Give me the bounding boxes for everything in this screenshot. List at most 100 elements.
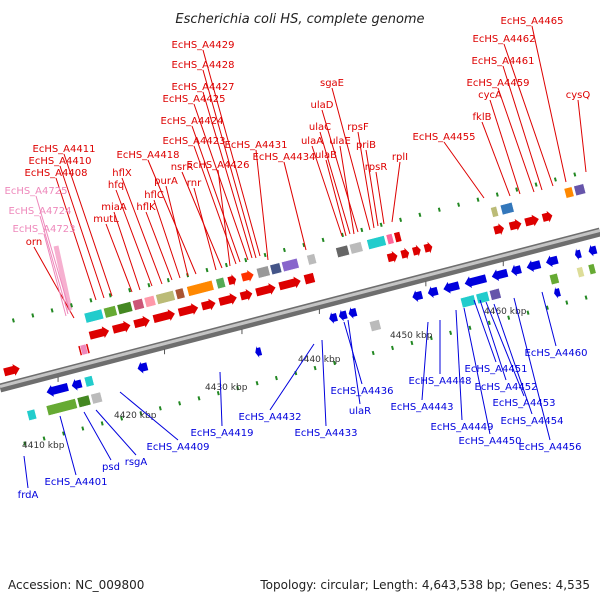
gene-feature: [143, 295, 157, 308]
gene-feature: [464, 274, 488, 289]
scale-dash: [42, 436, 46, 441]
scale-dash: [50, 308, 54, 313]
scale-dash: [487, 320, 491, 325]
gene-label: EcHS_A4433: [295, 428, 358, 439]
label-leader-line: [63, 153, 113, 297]
scale-dash: [429, 335, 433, 341]
label-leader-line: [191, 125, 241, 263]
label-leader-line: [497, 87, 535, 193]
gene-feature: [490, 205, 500, 218]
gene-feature: [132, 298, 145, 311]
scale-dash: [255, 381, 259, 386]
scale-dash: [128, 288, 132, 293]
label-leader-line: [357, 131, 375, 229]
gene-feature: [103, 305, 118, 319]
gene-label: EcHS_A4455: [413, 132, 476, 143]
gene-label: nsrR: [171, 162, 194, 173]
scale-dash: [507, 315, 511, 320]
gene-label: EcHS_A4431: [225, 140, 288, 151]
label-leader-line: [489, 99, 521, 195]
gene-label: EcHS_A4426: [187, 160, 250, 171]
gene-feature: [348, 307, 358, 319]
axis-tick-label: 4420 kbp: [114, 411, 157, 421]
scale-dash: [379, 222, 383, 227]
gene-feature: [186, 279, 215, 297]
gene-feature: [386, 251, 398, 263]
label-leader-line: [325, 159, 347, 237]
label-leader-line: [541, 291, 557, 347]
scale-dash: [333, 360, 336, 366]
gene-label: EcHS_A4428: [172, 60, 235, 71]
gene-label: EcHS_A4443: [391, 402, 454, 413]
gene-label: EcHS_A4434: [253, 152, 316, 163]
gene-feature: [541, 210, 553, 223]
label-leader-line: [43, 233, 67, 317]
gene-feature: [499, 201, 515, 216]
gene-feature: [348, 241, 364, 255]
gene-feature: [116, 301, 134, 315]
gene-feature: [71, 378, 83, 391]
gene-feature: [90, 391, 104, 405]
gene-label: EcHS_A4465: [501, 16, 564, 27]
scale-dash: [515, 187, 519, 192]
label-leader-line: [147, 159, 197, 275]
scale-dash: [418, 212, 422, 217]
label-leader-line: [202, 91, 253, 259]
scale-dash: [573, 172, 577, 177]
gene-label: rpsR: [365, 162, 388, 173]
gene-feature: [281, 257, 300, 273]
scale-dash: [553, 177, 557, 182]
gene-feature: [239, 289, 253, 301]
label-leader-line: [283, 161, 307, 251]
scale-dash: [31, 313, 35, 318]
gene-label: miaA: [101, 202, 127, 213]
gene-feature: [269, 262, 283, 276]
map-title: Escherichia coli HS, complete genome: [175, 12, 424, 27]
scale-dash: [584, 295, 588, 300]
axis-tick-label: 4440 kbp: [298, 355, 341, 365]
label-leader-line: [119, 391, 179, 441]
label-leader-line: [202, 49, 261, 257]
gene-label: EcHS_A4462: [473, 34, 536, 45]
label-leader-line: [375, 171, 385, 225]
scale-dash: [526, 310, 530, 315]
gene-feature: [385, 233, 395, 245]
label-leader-line: [59, 165, 105, 299]
gene-feature: [255, 346, 263, 358]
gene-label: EcHS_A4436: [331, 386, 394, 397]
gene-feature: [174, 287, 186, 300]
label-leader-line: [95, 409, 137, 456]
scale-dash: [437, 207, 441, 212]
gene-feature: [588, 244, 598, 257]
scale-dash: [70, 303, 73, 308]
gene-feature: [412, 290, 424, 302]
label-leader-line: [193, 187, 217, 271]
scale-dash: [457, 202, 461, 207]
label-leader-line: [319, 131, 351, 235]
scale-dash: [158, 406, 162, 411]
gene-feature: [423, 241, 433, 254]
scale-dash: [23, 441, 27, 446]
scale-dash: [139, 411, 143, 416]
label-leader-line: [121, 177, 163, 285]
gene-feature: [575, 248, 582, 261]
gene-label: rpsF: [347, 122, 369, 133]
gene-label: rsgA: [125, 457, 148, 468]
axis-tick-label: 4410 kbp: [22, 441, 65, 451]
gene-label: EcHS_A4418: [117, 150, 180, 161]
gene-label: EcHS_A4724: [9, 206, 72, 217]
gene-feature: [88, 326, 110, 340]
gene-feature: [215, 276, 227, 290]
scale-dash: [205, 267, 209, 273]
scale-dash: [166, 278, 170, 283]
gene-label: EcHS_A4449: [431, 422, 494, 433]
label-leader-line: [181, 171, 223, 269]
gene-feature: [200, 298, 216, 311]
scale-dash: [534, 182, 538, 187]
label-leader-line: [193, 103, 249, 261]
gene-label: EcHS_A4460: [525, 348, 588, 359]
gene-feature: [133, 315, 150, 329]
gene-label: ulaD: [311, 100, 334, 111]
gene-label: priB: [356, 140, 376, 151]
gene-label: ulaA: [301, 136, 323, 147]
